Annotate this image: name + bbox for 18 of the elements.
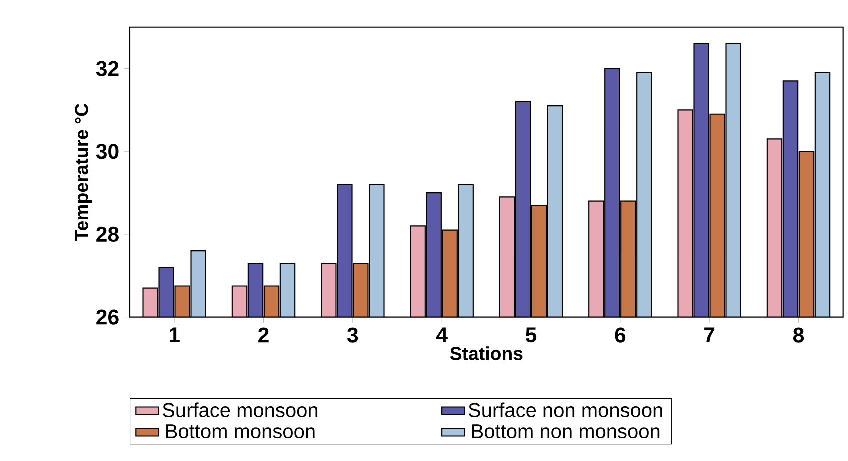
x-tick-label: 1	[170, 328, 180, 342]
x-tick-label: 8	[793, 328, 804, 343]
legend-label: Surface non monsoon	[468, 402, 662, 418]
x-axis-title: Stations	[450, 346, 523, 360]
x-tick-label: 5	[526, 328, 537, 342]
x-tick-label: 7	[704, 328, 715, 342]
x-tick-label: 3	[347, 328, 358, 343]
legend-label: Bottom non monsoon	[472, 424, 660, 438]
y-tick-label: 26	[96, 310, 119, 325]
y-tick-label: 32	[96, 61, 119, 76]
y-axis-title: Temperature °C	[75, 104, 92, 241]
x-tick-label: 4	[436, 328, 448, 342]
legend-label: Bottom monsoon	[166, 424, 315, 438]
legend-label: Surface monsoon	[163, 402, 318, 418]
y-tick-label: 30	[96, 144, 119, 160]
x-tick-label: 2	[258, 328, 269, 342]
y-tick-label: 28	[96, 226, 119, 242]
x-tick-label: 6	[615, 328, 626, 343]
